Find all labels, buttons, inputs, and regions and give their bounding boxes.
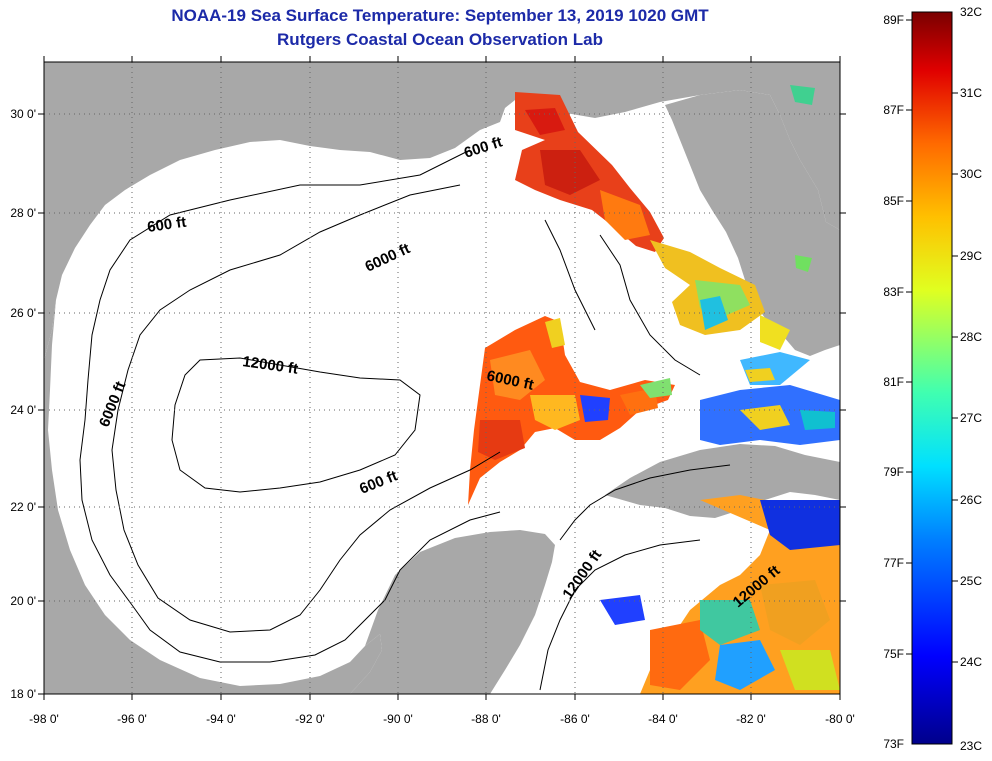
colorbar-c-label: 30C: [960, 167, 982, 181]
land-cuba: [605, 444, 840, 518]
lat-label: 18 0': [10, 687, 36, 701]
colorbar-f-label: 89F: [883, 13, 904, 27]
temperature-colorbar: [911, 11, 953, 745]
land-yucatan: [350, 530, 555, 694]
colorbar-c-label: 25C: [960, 574, 982, 588]
lon-label: -96 0': [117, 712, 147, 726]
lon-label: -98 0': [29, 712, 59, 726]
contour-label: 600 ft: [146, 214, 187, 236]
colorbar-c-label: 29C: [960, 249, 982, 263]
colorbar-c-label: 31C: [960, 86, 982, 100]
sst-data-swaths: [468, 85, 840, 694]
lat-label: 26 0': [10, 306, 36, 320]
map-subtitle: Rutgers Coastal Ocean Observation Lab: [277, 30, 603, 49]
land-us-gulf-coast: [44, 62, 840, 360]
lon-label: -82 0': [736, 712, 766, 726]
lon-label: -88 0': [471, 712, 501, 726]
land-florida: [665, 90, 840, 356]
colorbar-f-label: 85F: [883, 194, 904, 208]
lat-label: 30 0': [10, 107, 36, 121]
land-mexico: [44, 300, 382, 694]
colorbar-c-label: 26C: [960, 493, 982, 507]
colorbar-c-label: 27C: [960, 411, 982, 425]
lon-label: -80 0': [825, 712, 855, 726]
contour-600ft: [79, 149, 501, 663]
colorbar-f-label: 77F: [883, 556, 904, 570]
colorbar-f-label: 83F: [883, 285, 904, 299]
lon-label: -92 0': [295, 712, 325, 726]
contour-yucatan-slope: [559, 464, 731, 541]
lat-label: 22 0': [10, 500, 36, 514]
lon-label: -94 0': [206, 712, 236, 726]
depth-contours: [79, 149, 731, 691]
lat-label: 24 0': [10, 403, 36, 417]
colorbar-c-label: 24C: [960, 655, 982, 669]
contour-12000ft: [171, 357, 421, 493]
colorbar-f-label: 75F: [883, 647, 904, 661]
map-title: NOAA-19 Sea Surface Temperature: Septemb…: [171, 6, 709, 25]
contour-6000ft: [111, 184, 501, 633]
land-masses: [44, 62, 840, 694]
graticule: [44, 62, 840, 694]
colorbar-c-label: 28C: [960, 330, 982, 344]
lon-label: -86 0': [560, 712, 590, 726]
colorbar-f-label: 87F: [883, 103, 904, 117]
contour-caribbean-trench: [539, 539, 701, 691]
colorbar-c-label: 23C: [960, 739, 982, 753]
colorbar-f-label: 79F: [883, 465, 904, 479]
lat-label: 28 0': [10, 206, 36, 220]
lat-label: 20 0': [10, 594, 36, 608]
colorbar-c-label: 32C: [960, 5, 982, 19]
colorbar-f-label: 81F: [883, 375, 904, 389]
lon-label: -84 0': [648, 712, 678, 726]
colorbar-f-label: 73F: [883, 737, 904, 751]
lon-label: -90 0': [383, 712, 413, 726]
axis-ticks: [38, 56, 846, 700]
map-frame: [43, 61, 841, 695]
colorbar-ticks: [906, 19, 958, 663]
